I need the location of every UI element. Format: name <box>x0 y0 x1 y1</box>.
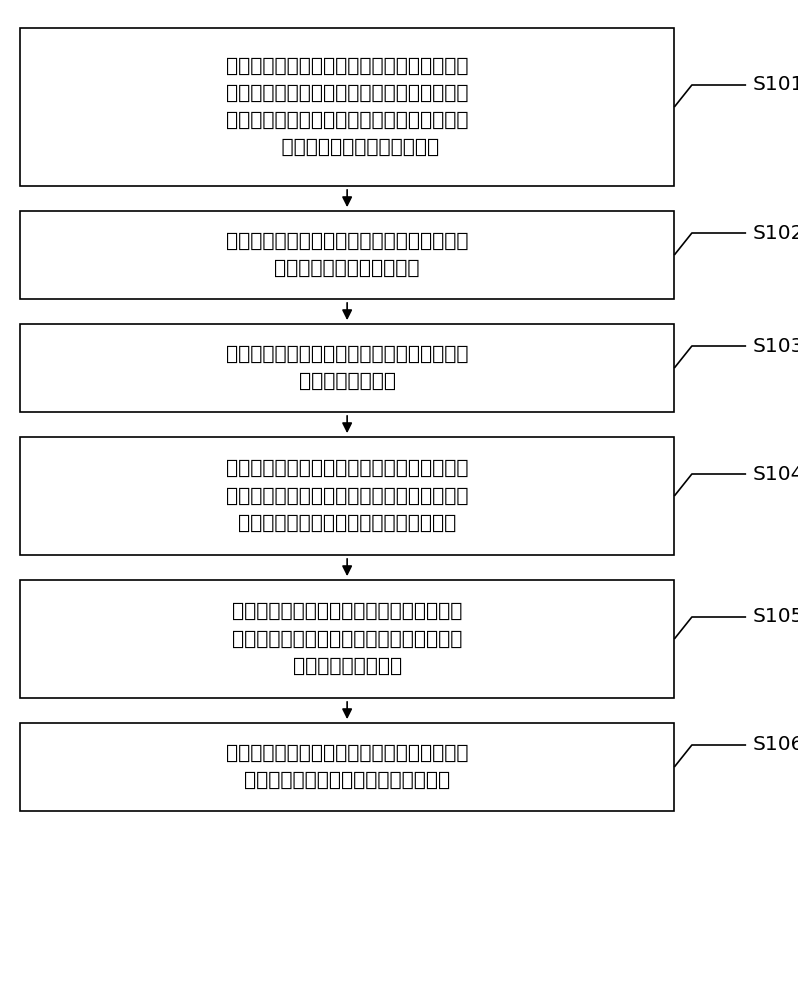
Bar <box>20 28 674 186</box>
Text: 根据第一信号及回波子脉冲信号向量，得到
分段脉冲压缩后的回波信号向量，并确定脉
内积累后的回波矩阵: 根据第一信号及回波子脉冲信号向量，得到 分段脉冲压缩后的回波信号向量，并确定脉 … <box>232 602 462 676</box>
Text: S103: S103 <box>753 337 798 356</box>
Bar <box>20 324 674 412</box>
Text: S104: S104 <box>753 464 798 484</box>
Bar <box>20 437 674 555</box>
Bar <box>20 723 674 811</box>
Text: 在每个预设相参处理间隔内，连续发射第一预
设数量个脉冲信号；脉冲信号包括线性调频项
和载频项，且各脉冲信号的线性调频项相同、
    各脉冲信号的载频项随机跳变: 在每个预设相参处理间隔内，连续发射第一预 设数量个脉冲信号；脉冲信号包括线性调频… <box>226 57 468 157</box>
Bar <box>20 211 674 299</box>
Text: S105: S105 <box>753 608 798 626</box>
Text: S106: S106 <box>753 736 798 755</box>
Text: 利用二维稀疏重构算法对脉内积累后的回波矩
阵进行相参积累，得到目标的检测结果: 利用二维稀疏重构算法对脉内积累后的回波矩 阵进行相参积累，得到目标的检测结果 <box>226 744 468 790</box>
Text: 接收第一预设数量个回波信号，至少部分回波
信号包括干扰信息: 接收第一预设数量个回波信号，至少部分回波 信号包括干扰信息 <box>226 345 468 391</box>
Bar <box>20 580 674 698</box>
Text: S101: S101 <box>753 76 798 95</box>
Text: 根据回波信号，得到第一预设数量个基带回波
信号向量，并利用带通滤波器对基带回波信号
向量进行滤波，得到回波子脉冲信号向量: 根据回波信号，得到第一预设数量个基带回波 信号向量，并利用带通滤波器对基带回波信… <box>226 459 468 533</box>
Text: S102: S102 <box>753 224 798 243</box>
Text: 根据线性调频项对应的信号，生成多个第一信
号，并构造多个带通滤波器: 根据线性调频项对应的信号，生成多个第一信 号，并构造多个带通滤波器 <box>226 232 468 278</box>
